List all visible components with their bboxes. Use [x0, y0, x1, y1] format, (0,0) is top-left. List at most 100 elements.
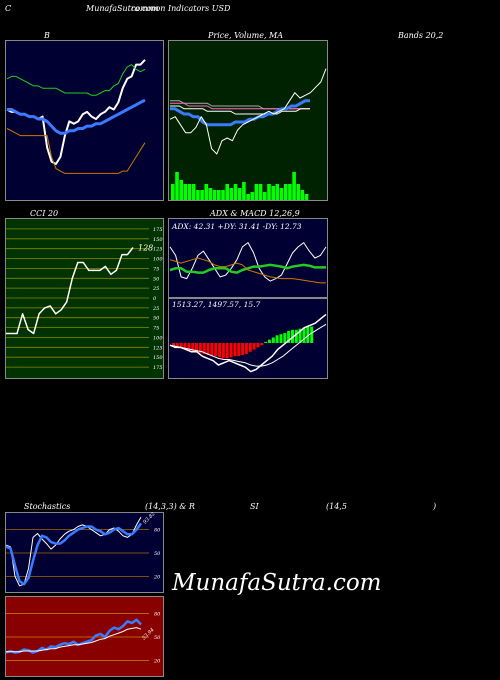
macd-histogram-bar — [206, 343, 210, 356]
volume-bar — [237, 188, 242, 200]
macd-histogram-bar — [183, 343, 187, 350]
cci-tick-label: 125 — [153, 247, 163, 253]
stoch-params-label: (14,3,3) & R — [145, 502, 195, 511]
header-title: MunafaSutra.com — [86, 4, 159, 13]
macd-histogram-bar — [310, 326, 314, 343]
bands-label: Bands 20,2 — [398, 31, 444, 40]
cci-chart: 175 150 125 100 75 50 25 0 25 50 75 100 125 150 175 128 — [5, 218, 164, 379]
pv-price-line — [169, 68, 327, 155]
rsi-params-label: (14,5 — [326, 502, 347, 511]
cci-tick-label: 125 — [153, 345, 163, 351]
price-volume-chart — [168, 40, 328, 201]
rsi-tick-label: 50 — [154, 635, 161, 641]
pv-ma-line — [170, 105, 310, 115]
volume-bar — [263, 192, 267, 200]
volume-bar — [288, 184, 292, 200]
adx-plus_di-line — [169, 263, 326, 274]
macd-histogram-bar — [283, 333, 287, 343]
cci-tick-label: 75 — [153, 266, 159, 272]
volume-bar — [292, 172, 296, 200]
volume-bar — [275, 184, 280, 200]
rsi-tick-label: 80 — [154, 612, 161, 618]
stoch-label: Stochastics — [24, 502, 71, 511]
macd-histogram-bar — [291, 329, 294, 343]
bb-label: B — [44, 31, 50, 40]
macd-histogram-bar — [256, 343, 260, 348]
stoch-tick-label: 20 — [153, 574, 161, 580]
header-title-overlap: common Indicators USD — [131, 4, 231, 13]
volume-bar — [200, 190, 204, 200]
cci-line — [6, 247, 134, 335]
cci-tick-label: 175 — [153, 365, 163, 371]
macd-histogram-bar — [198, 343, 202, 353]
volume-bar — [208, 188, 213, 200]
stoch-tick-label: 80 — [154, 528, 161, 534]
rsi-tick-label: 20 — [153, 658, 161, 664]
panel-background — [5, 218, 164, 379]
cci-last-label: 128 — [138, 244, 153, 253]
macd-signal-line — [169, 323, 327, 367]
bollinger-chart — [5, 40, 164, 201]
macd-histogram-bar — [302, 327, 306, 343]
volume-bar — [187, 184, 192, 200]
cci-tick-label: 100 — [153, 257, 163, 263]
macd-histogram-bar — [298, 328, 302, 343]
panel-background — [168, 218, 328, 298]
macd-histogram-bar — [275, 335, 279, 343]
macd-histogram-bar — [264, 341, 268, 343]
macd-histogram-bar — [175, 343, 179, 348]
macd-histogram-bar — [233, 343, 237, 357]
cci-tick-label: 0 — [153, 296, 157, 302]
volume-bar — [225, 184, 229, 200]
volume-bar — [196, 190, 200, 200]
adx-minus_di-line — [169, 257, 326, 284]
volume-bar — [300, 190, 305, 200]
stoch-tick-label: 50 — [154, 551, 161, 557]
macd-readout: 1513.27, 1497.57, 15.7 — [172, 300, 260, 309]
adx-adx-line — [169, 242, 327, 282]
macd-histogram-bar — [229, 343, 233, 358]
stoch-d-line — [5, 522, 143, 586]
header-left-letter: C — [5, 4, 12, 13]
macd-histogram-bar — [202, 343, 206, 354]
cci-label: CCI 20 — [30, 209, 59, 218]
volume-bar — [254, 184, 259, 200]
macd-histogram-bar — [267, 339, 271, 343]
volume-bar — [233, 184, 238, 200]
pv-ma-line — [170, 99, 310, 127]
volume-bar — [217, 190, 221, 200]
volume-bar — [246, 194, 250, 200]
rsi-label: SI — [250, 502, 259, 511]
macd-histogram-bar — [191, 343, 195, 352]
bb-lower-line — [6, 128, 146, 174]
macd-histogram-bar — [306, 326, 310, 343]
adx-label: ADX & MACD 12,26,9 — [210, 209, 300, 218]
bb-upper-line — [6, 64, 146, 96]
macd-histogram-bar — [210, 343, 214, 357]
macd-histogram-bar — [187, 343, 191, 351]
volume-bar — [229, 188, 234, 200]
macd-histogram-bar — [244, 343, 248, 354]
rsi-smooth-line — [6, 627, 142, 653]
volume-bar — [191, 184, 196, 200]
volume-bar — [267, 184, 271, 200]
volume-bar — [183, 184, 188, 200]
adx-readout: ADX: 42.31 +DY: 31.41 -DY: 12.73 — [171, 222, 302, 231]
volume-bar — [175, 172, 179, 200]
volume-bar — [179, 180, 183, 200]
cci-tick-label: 50 — [153, 276, 160, 282]
macd-histogram-bar — [294, 329, 298, 343]
macd-histogram-bar — [218, 343, 222, 358]
volume-bar — [258, 184, 263, 200]
volume-bar — [250, 192, 255, 200]
macd-histogram-bar — [214, 343, 218, 357]
macd-histogram-bar — [221, 343, 225, 359]
macd-histogram-bar — [172, 343, 175, 347]
macd-histogram-bar — [225, 343, 229, 359]
volume-bar — [171, 184, 175, 200]
volume-bar — [221, 190, 225, 200]
volume-bar — [279, 188, 284, 200]
cci-tick-label: 150 — [153, 237, 163, 243]
